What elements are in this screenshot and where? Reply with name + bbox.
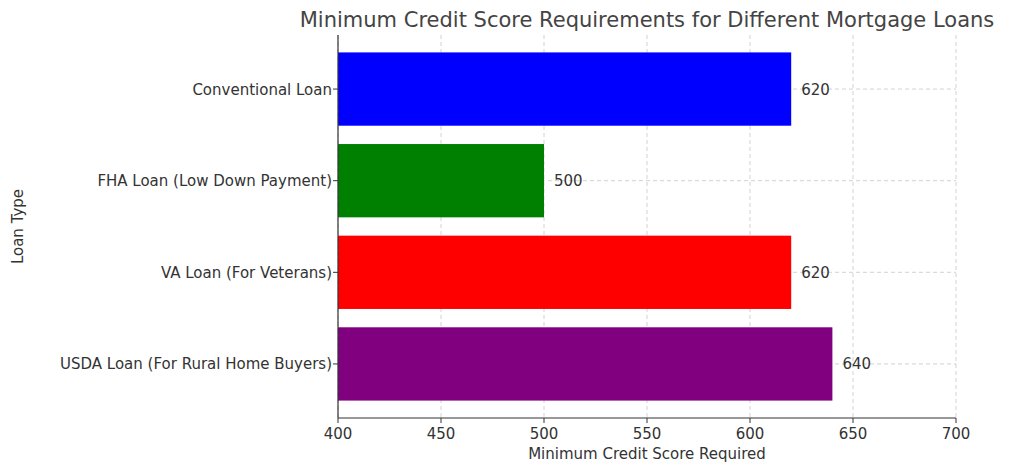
x-tick-label: 600 xyxy=(736,425,765,443)
x-ticks: 400 450 500 550 600 650 700 xyxy=(324,418,971,443)
x-axis-title: Minimum Credit Score Required xyxy=(528,445,766,463)
chart-svg: 620 500 620 640 400 450 500 550 600 650 700 Convent… xyxy=(0,0,1024,472)
bar xyxy=(338,144,544,217)
grid-line-x xyxy=(956,35,957,418)
x-tick xyxy=(544,418,545,423)
y-tick xyxy=(333,363,338,364)
x-tick-label: 450 xyxy=(427,425,456,443)
y-tick-label: USDA Loan (For Rural Home Buyers) xyxy=(60,355,332,373)
data-label: 620 xyxy=(801,264,830,282)
x-tick-label: 550 xyxy=(633,425,662,443)
y-axis-line xyxy=(337,35,338,418)
bar xyxy=(338,236,791,309)
y-tick-label: FHA Loan (Low Down Payment) xyxy=(97,172,332,190)
x-tick xyxy=(750,418,751,423)
data-label: 620 xyxy=(801,81,830,99)
x-tick xyxy=(338,418,339,423)
chart-title: Minimum Credit Score Requirements for Di… xyxy=(300,8,995,32)
data-labels: 620 500 620 640 xyxy=(554,81,871,374)
x-tick xyxy=(956,418,957,423)
x-tick xyxy=(441,418,442,423)
chart-container: 620 500 620 640 400 450 500 550 600 650 700 Convent… xyxy=(0,0,1024,472)
x-tick-label: 700 xyxy=(942,425,971,443)
y-tick-label: Conventional Loan xyxy=(192,81,332,99)
y-tick xyxy=(333,272,338,273)
y-tick xyxy=(333,180,338,181)
bar xyxy=(338,52,791,125)
data-label: 640 xyxy=(842,355,871,373)
y-ticks: Conventional Loan FHA Loan (Low Down Paym… xyxy=(60,81,338,374)
x-tick xyxy=(853,418,854,423)
x-tick-label: 500 xyxy=(530,425,559,443)
data-label: 500 xyxy=(554,172,583,190)
grid xyxy=(338,35,956,418)
bars xyxy=(338,52,832,400)
x-tick-label: 650 xyxy=(839,425,868,443)
bar xyxy=(338,327,832,400)
y-axis-title: Loan Type xyxy=(9,189,27,264)
y-tick xyxy=(333,89,338,90)
grid-line-x xyxy=(338,35,339,418)
y-tick-label: VA Loan (For Veterans) xyxy=(161,264,332,282)
x-tick-label: 400 xyxy=(324,425,353,443)
x-tick xyxy=(647,418,648,423)
